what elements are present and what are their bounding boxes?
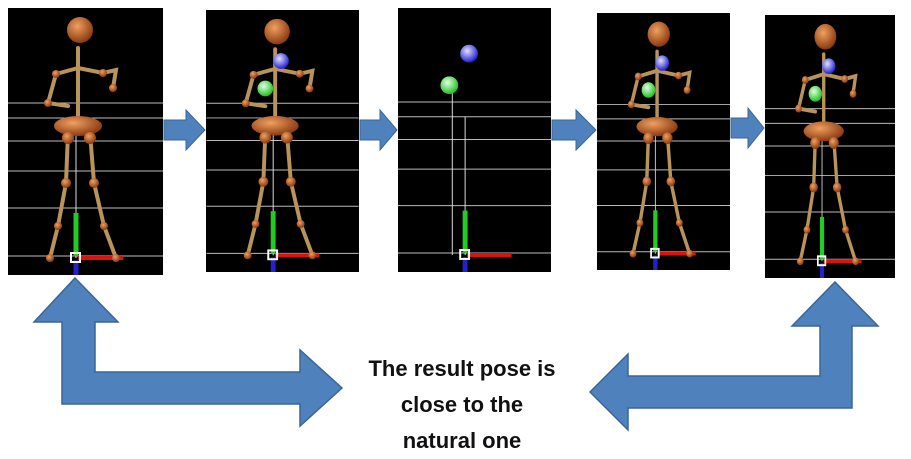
panel-1 [8, 8, 163, 276]
page: The result pose is close to the natural … [0, 0, 911, 459]
diagram: The result pose is close to the natural … [0, 0, 911, 459]
caption-line: The result pose is [368, 356, 555, 381]
caption-line: close to the [401, 392, 523, 417]
panel-2 [206, 10, 359, 273]
panel-4 [597, 13, 730, 271]
panel-3 [398, 8, 551, 273]
panel-5 [765, 15, 895, 279]
caption: The result pose is close to the natural … [368, 356, 555, 453]
caption-line: natural one [403, 428, 522, 453]
